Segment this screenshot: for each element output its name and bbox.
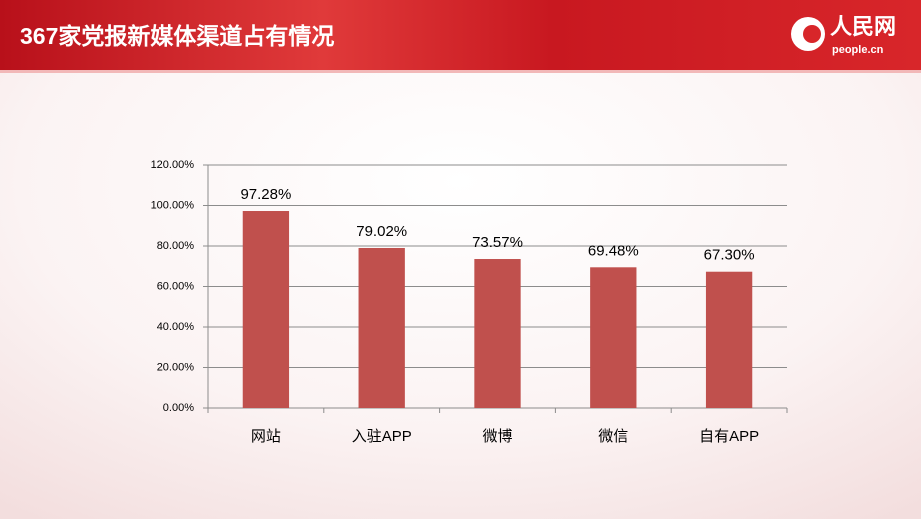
header-edge [0, 70, 921, 73]
value-label: 73.57% [472, 234, 523, 251]
x-tick-label: 自有APP [699, 428, 759, 445]
y-tick-label: 60.00% [157, 280, 195, 292]
logo-mark-inner [803, 25, 821, 43]
y-tick-label: 40.00% [157, 321, 195, 333]
x-tick-label: 网站 [251, 428, 281, 445]
y-tick-label: 120.00% [151, 159, 195, 171]
value-label: 97.28% [240, 186, 291, 203]
y-tick-label: 20.00% [157, 361, 195, 373]
y-tick-label: 80.00% [157, 240, 195, 252]
value-label: 67.30% [704, 247, 755, 264]
bar [705, 271, 753, 408]
x-tick-label: 微信 [598, 428, 628, 445]
slide-title: 367家党报新媒体渠道占有情况 [20, 23, 334, 49]
bar [242, 211, 290, 408]
bar [590, 267, 637, 408]
value-label: 69.48% [588, 242, 639, 259]
value-label: 79.02% [356, 223, 407, 240]
bar [358, 247, 405, 408]
logo: 人民网 people.cn [791, 14, 896, 56]
logo-name: 人民网 [830, 14, 896, 40]
plot: 0.00% 20.00% 40.00% 60.00% 80.00% 100.00% 120.… [151, 159, 788, 445]
bar [474, 259, 521, 408]
y-tick-label: 100.00% [151, 199, 195, 211]
y-tick-label: 0.00% [163, 402, 194, 414]
x-tick-label: 微博 [482, 428, 512, 445]
header-band [0, 0, 921, 70]
x-tick-label: 入驻APP [352, 428, 412, 445]
logo-url: people.cn [832, 44, 884, 56]
